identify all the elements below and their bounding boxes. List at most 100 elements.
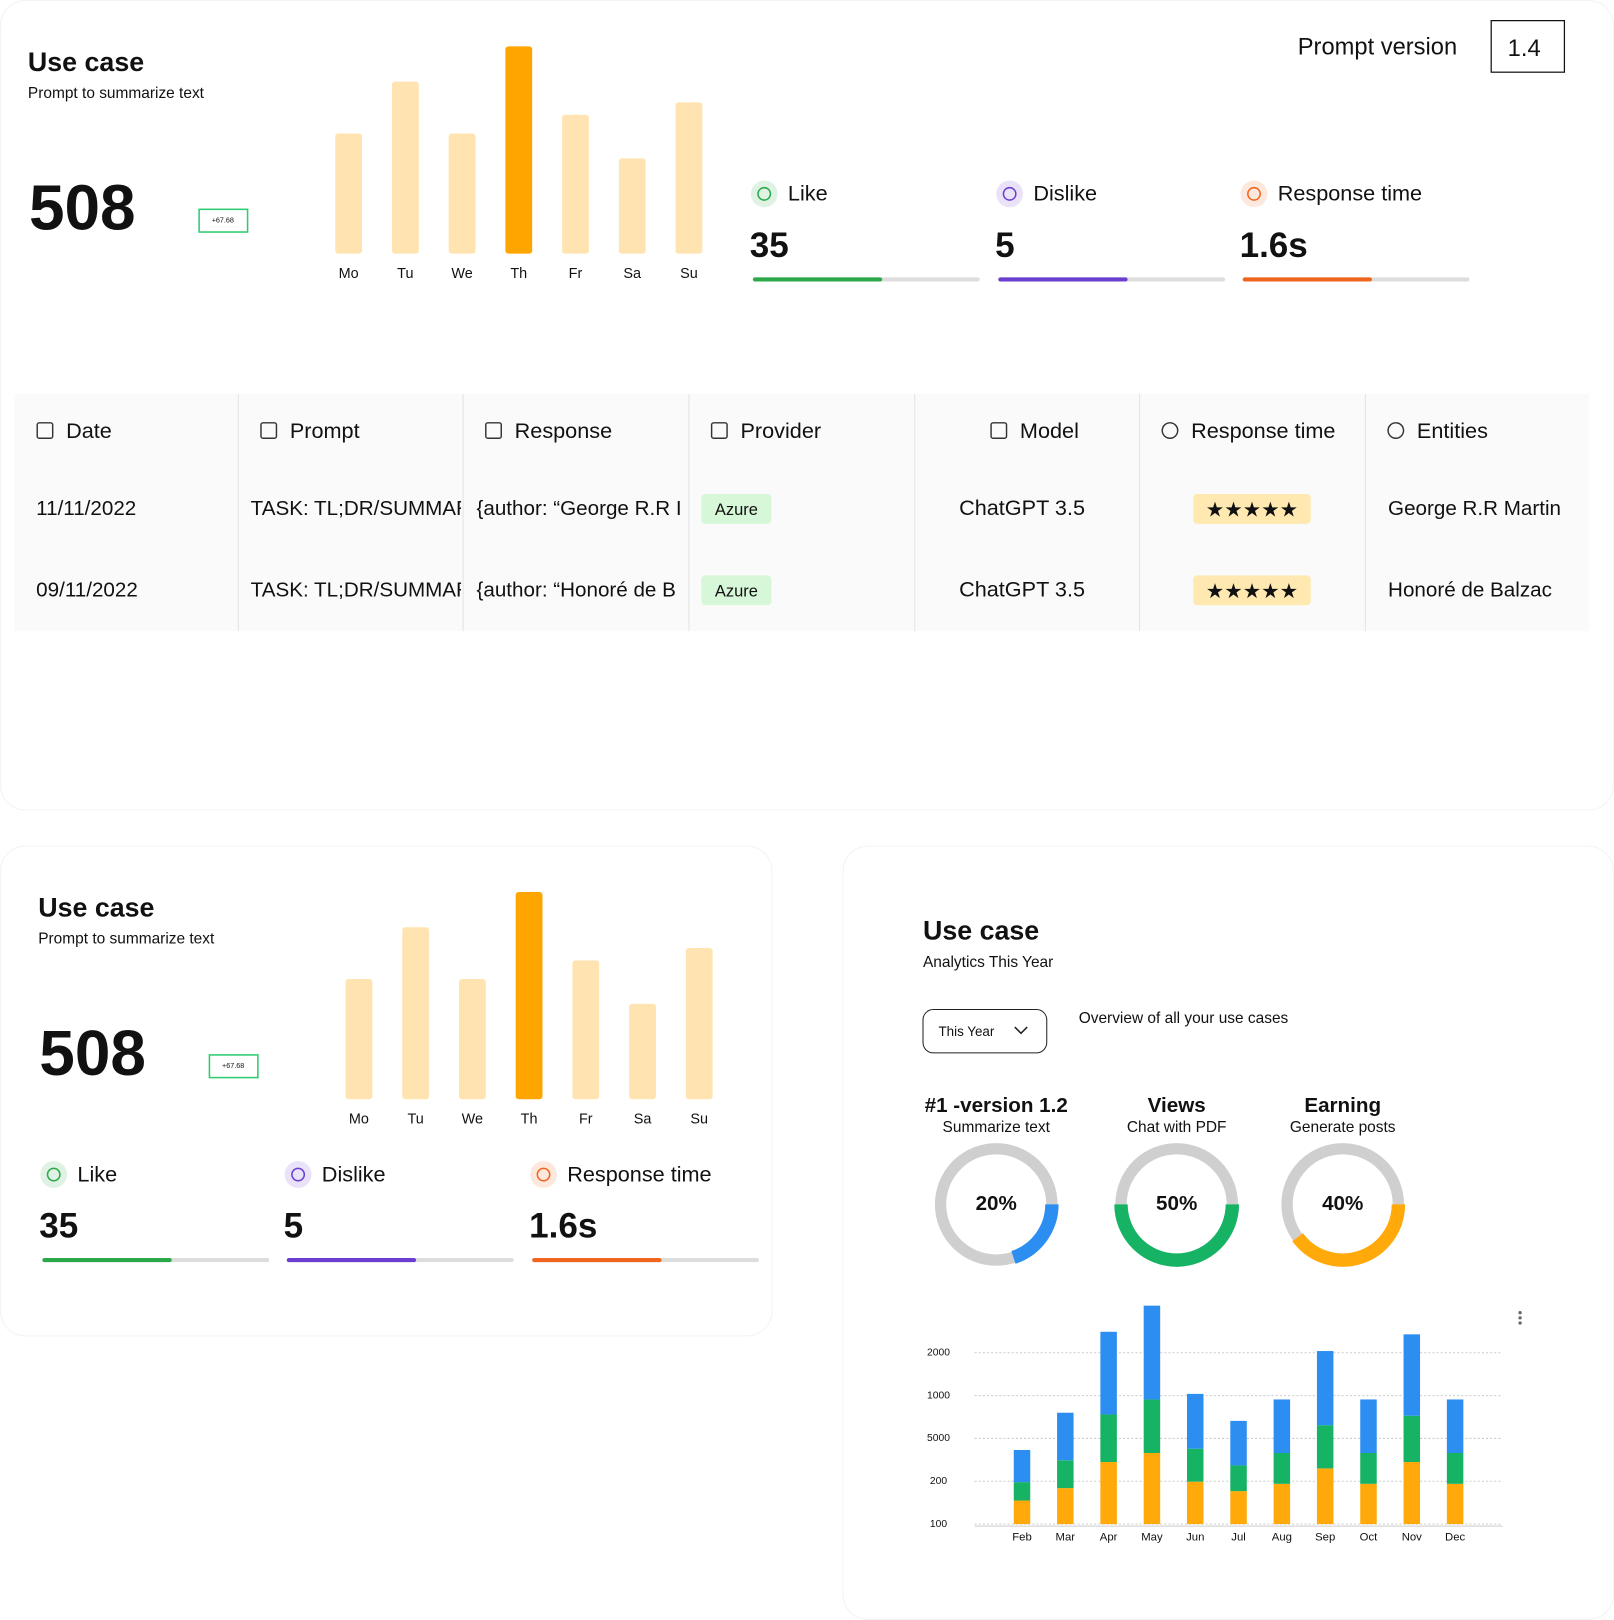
day-label: Th (521, 1112, 538, 1128)
day-label: Tu (408, 1112, 424, 1128)
subtitle: Prompt to summarize text (28, 85, 205, 102)
progress-fill (532, 1258, 662, 1263)
day-label: We (451, 266, 472, 282)
day-bar (391, 81, 419, 254)
metric-name: Dislike (322, 1161, 386, 1186)
cell-provider: Azure (715, 501, 758, 519)
bar-segment (1446, 1483, 1464, 1525)
metric-name: Response time (1278, 181, 1422, 206)
progress-fill (1242, 277, 1372, 282)
cell-response: {author: “George R.R I (477, 497, 682, 520)
cell-entities: George R.R Martin (1388, 497, 1561, 520)
bar-segment (1186, 1481, 1204, 1525)
chevron (1014, 1026, 1028, 1035)
subtitle: Analytics This Year (923, 954, 1053, 971)
column-icon (260, 422, 278, 439)
version-box[interactable] (1490, 20, 1566, 73)
day-label: We (462, 1112, 483, 1128)
day-bar (345, 979, 373, 1100)
donut-subtitle: Chat with PDF (1127, 1119, 1227, 1136)
donut-title: Views (1148, 1094, 1206, 1117)
bar-segment (1230, 1465, 1247, 1492)
progress-fill (42, 1258, 172, 1263)
bar-segment (1273, 1452, 1291, 1484)
cell-provider: Azure (715, 582, 758, 600)
bar-segment (1186, 1448, 1204, 1482)
day-label: Fr (579, 1112, 593, 1128)
analytics-card (842, 845, 1614, 1620)
x-tick-label: Nov (1402, 1532, 1422, 1544)
cell-model: ChatGPT 3.5 (959, 577, 1085, 602)
column-header: Provider (740, 418, 821, 443)
bar-segment (1186, 1393, 1204, 1449)
column-icon (990, 422, 1008, 439)
cell-prompt: TASK: TL;DR/SUMMAR (251, 497, 471, 520)
x-tick-label: Jul (1231, 1532, 1245, 1544)
provider-badge (701, 575, 772, 606)
filter-dropdown[interactable] (922, 1009, 1048, 1054)
metric-icon-bg (530, 1161, 557, 1188)
x-tick-label: May (1141, 1532, 1163, 1544)
cell-entities: Honoré de Balzac (1388, 578, 1552, 601)
column-header: Entities (1417, 418, 1488, 443)
metric-value: 5 (284, 1206, 304, 1245)
donut-arc (1011, 1204, 1059, 1264)
progress-fill (286, 1258, 417, 1263)
metric-icon-bg (996, 180, 1024, 208)
title: Use case (923, 915, 1039, 945)
donut-label: 20% (976, 1192, 1017, 1215)
day-bar (515, 891, 543, 1100)
prompt-version-label: Prompt version (1298, 35, 1457, 61)
bar-segment (1316, 1351, 1334, 1426)
badge-text: +67.68 (212, 216, 234, 225)
y-tick-label: 200 (930, 1476, 947, 1487)
title: Use case (28, 47, 144, 77)
column-icon (1161, 422, 1179, 439)
y-tick-label: 2000 (927, 1347, 950, 1358)
bar-segment (1057, 1460, 1074, 1489)
bar-segment (1013, 1482, 1031, 1501)
bar-segment (1316, 1468, 1334, 1525)
column-icon (36, 422, 54, 439)
cell-model: ChatGPT 3.5 (959, 495, 1085, 520)
bar-segment (1230, 1491, 1247, 1525)
metric-value: 1.6s (529, 1206, 597, 1245)
x-tick-label: Feb (1012, 1532, 1032, 1544)
metric-value: 1.6s (1240, 226, 1308, 265)
day-label: Mo (339, 266, 359, 282)
donut-subtitle: Generate posts (1290, 1119, 1396, 1136)
column-header: Date (66, 418, 112, 443)
metric-icon (1002, 186, 1017, 201)
day-bar (618, 158, 646, 254)
subtitle: Prompt to summarize text (38, 930, 215, 947)
metric-icon (291, 1167, 306, 1182)
day-label: Su (680, 266, 698, 282)
column-header: Model (1020, 418, 1079, 443)
column-header: Response (515, 418, 612, 443)
donut-subtitle: Summarize text (943, 1119, 1051, 1136)
bar-segment (1100, 1331, 1117, 1415)
metric-name: Dislike (1033, 181, 1097, 206)
day-label: Sa (623, 266, 642, 282)
day-bar (335, 133, 363, 254)
bar-segment (1360, 1483, 1377, 1525)
day-label: Fr (569, 266, 583, 282)
bar-segment (1230, 1420, 1247, 1466)
metric-name: Like (77, 1161, 117, 1186)
bar-segment (1446, 1452, 1464, 1484)
bar-segment (1057, 1488, 1074, 1525)
metric-value: 35 (39, 1206, 78, 1245)
more-icon[interactable] (1518, 1311, 1522, 1325)
provider-badge (701, 493, 772, 524)
bar-segment (1057, 1412, 1074, 1461)
bar-segment (1100, 1414, 1117, 1462)
donut-title: Earning (1304, 1094, 1381, 1117)
bar-segment (1316, 1425, 1334, 1469)
x-tick-label: Sep (1315, 1532, 1335, 1544)
bar-segment (1143, 1305, 1161, 1400)
metric-icon-bg (1240, 180, 1268, 208)
bar-segment (1360, 1452, 1377, 1484)
donut-label: 40% (1322, 1192, 1363, 1215)
